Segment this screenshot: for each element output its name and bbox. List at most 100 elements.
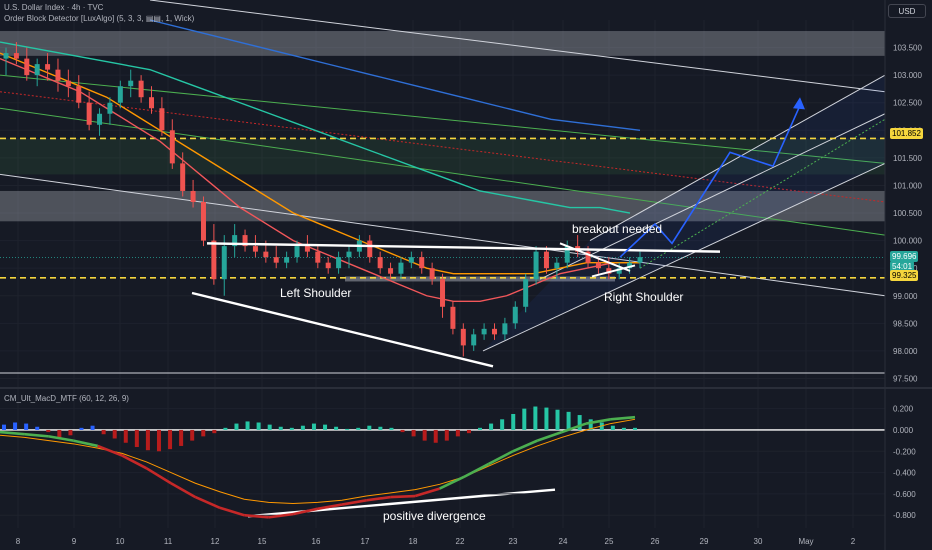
macd-line-segment bbox=[194, 495, 221, 509]
candle-body bbox=[388, 268, 394, 274]
currency-button[interactable]: USD bbox=[888, 4, 926, 18]
time-axis-label: 16 bbox=[312, 537, 321, 546]
macd-line-segment bbox=[0, 430, 25, 436]
time-axis-label: May bbox=[798, 537, 813, 546]
candle-body bbox=[211, 240, 217, 280]
macd-histogram-bar bbox=[522, 408, 527, 430]
candle-body bbox=[637, 257, 643, 263]
macd-line-segment bbox=[244, 513, 269, 519]
macd-line-segment bbox=[512, 439, 538, 453]
time-axis-label: 25 bbox=[605, 537, 614, 546]
macd-line-segment bbox=[390, 494, 416, 499]
price-tag-high-level: 101.852 bbox=[890, 128, 923, 139]
macd-line-segment bbox=[292, 507, 318, 516]
green-channel-line bbox=[0, 107, 886, 236]
candle-body bbox=[325, 262, 331, 269]
price-axis-label: 101.000 bbox=[893, 181, 922, 190]
macd-histogram-bar bbox=[123, 429, 128, 443]
indicator-legend: Order Block Detector [LuxAlgo] (5, 3, 3,… bbox=[4, 14, 195, 23]
symbol-title: U.S. Dollar Index · 4h · TVC bbox=[4, 3, 104, 12]
order-block-zone bbox=[0, 138, 885, 175]
macd-line-segment bbox=[48, 435, 74, 442]
candle-body bbox=[3, 53, 9, 59]
candle-body bbox=[440, 279, 446, 307]
macd-axis-label: 0.200 bbox=[893, 405, 914, 414]
time-axis-label: 30 bbox=[754, 537, 763, 546]
macd-histogram-bar bbox=[289, 427, 294, 430]
candle-body bbox=[169, 130, 175, 164]
candle-body bbox=[491, 328, 497, 335]
candle-body bbox=[398, 262, 404, 274]
macd-histogram-bar bbox=[511, 413, 516, 430]
candle-body bbox=[284, 257, 290, 263]
candle-body bbox=[190, 190, 196, 202]
macd-histogram-bar bbox=[168, 429, 173, 450]
candle-body bbox=[554, 262, 560, 269]
macd-line-segment bbox=[97, 444, 123, 457]
time-axis-label: 2 bbox=[851, 537, 856, 546]
macd-line-segment bbox=[439, 475, 465, 490]
price-tag-countdown: 54:01 bbox=[890, 261, 915, 272]
macd-histogram-bar bbox=[422, 429, 427, 441]
candle-body bbox=[595, 262, 601, 269]
macd-line-segment bbox=[366, 495, 391, 502]
candle-body bbox=[117, 86, 123, 103]
chart-annotations: Left Shoulder Right Shoulder breakout need… bbox=[280, 222, 683, 523]
candle-body bbox=[55, 69, 61, 81]
macd-line-segment bbox=[121, 454, 148, 470]
macd-histogram-bar bbox=[621, 427, 626, 430]
macd-line-segment bbox=[268, 512, 294, 519]
candle-body bbox=[138, 80, 144, 98]
price-axis-label: 99.000 bbox=[893, 292, 918, 301]
rising-channel-upper bbox=[589, 74, 886, 242]
macd-histogram-bar bbox=[234, 423, 239, 430]
moving-average-line bbox=[0, 41, 631, 214]
right-shoulder-label: Right Shoulder bbox=[604, 290, 683, 304]
candle-body bbox=[34, 64, 40, 76]
macd-histogram-bar bbox=[610, 425, 615, 430]
wedge-lower-drawing bbox=[191, 291, 494, 368]
macd-panel bbox=[0, 406, 885, 519]
candle-body bbox=[294, 246, 300, 258]
macd-histogram-bar bbox=[2, 424, 6, 430]
macd-axis-label: -0.800 bbox=[893, 511, 916, 520]
moving-average-line bbox=[149, 19, 641, 131]
candle-body bbox=[65, 80, 71, 87]
macd-histogram-bar bbox=[201, 429, 206, 437]
order-block-zone bbox=[0, 31, 885, 56]
price-axis-label: 102.500 bbox=[893, 99, 922, 108]
price-axis-label: 98.000 bbox=[893, 347, 918, 356]
macd-histogram-bar bbox=[156, 429, 161, 452]
time-axis-label: 26 bbox=[651, 537, 660, 546]
candle-body bbox=[616, 268, 622, 274]
price-axis-label: 103.500 bbox=[893, 44, 922, 53]
time-axis-label: 18 bbox=[409, 537, 418, 546]
macd-histogram-bar bbox=[433, 429, 438, 443]
projection-path bbox=[619, 105, 801, 258]
macd-histogram-bar bbox=[323, 424, 328, 430]
candle-body bbox=[242, 235, 248, 247]
candle-body bbox=[315, 251, 321, 263]
macd-histogram-bar bbox=[533, 406, 538, 430]
time-axis-label: 9 bbox=[72, 537, 77, 546]
macd-axis-label: -0.200 bbox=[893, 447, 916, 456]
macd-histogram-bar bbox=[588, 419, 593, 430]
macd-histogram-bar bbox=[356, 427, 361, 430]
macd-histogram-bar bbox=[134, 429, 139, 448]
price-axis-label: 103.000 bbox=[893, 71, 922, 80]
candle-body bbox=[543, 251, 549, 269]
candle-body bbox=[512, 306, 518, 324]
candle-body bbox=[377, 257, 383, 269]
candle-body bbox=[107, 102, 113, 114]
order-block-zone bbox=[345, 276, 615, 282]
macd-histogram-bar bbox=[57, 429, 62, 439]
candle-body bbox=[263, 251, 269, 258]
time-axis-label: 8 bbox=[16, 537, 21, 546]
macd-line-segment bbox=[317, 503, 343, 511]
macd-line-segment bbox=[585, 418, 611, 425]
candle-body bbox=[502, 323, 508, 335]
macd-histogram-bar bbox=[311, 423, 316, 430]
candle-body bbox=[606, 268, 612, 274]
time-axis-label: 22 bbox=[456, 537, 465, 546]
